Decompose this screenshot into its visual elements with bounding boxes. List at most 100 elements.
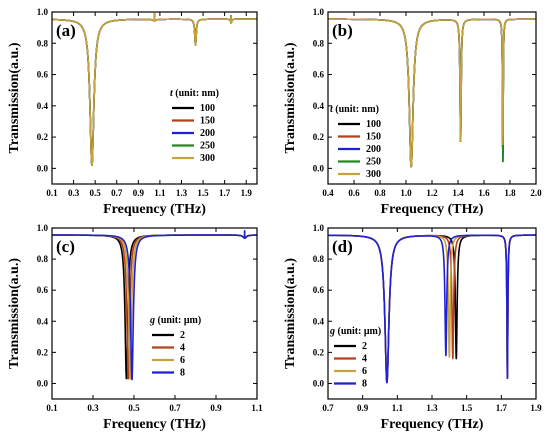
legend-entry-2: 2 — [362, 341, 367, 352]
y-tick-label: 0.2 — [37, 132, 49, 142]
y-axis-label: Transmission(a.u.) — [7, 258, 22, 369]
legend-entry-300: 300 — [200, 153, 215, 164]
series-line-250 — [328, 18, 536, 168]
x-tick-label: 0.7 — [169, 403, 181, 413]
y-tick-label: 0.0 — [313, 378, 325, 388]
x-axis-label: Frequency (THz) — [103, 417, 206, 432]
y-tick-label: 1.0 — [313, 223, 325, 233]
x-tick-label: 1.9 — [241, 188, 253, 198]
x-tick-label: 0.9 — [357, 403, 369, 413]
series-line-150 — [52, 18, 257, 166]
x-tick-label: 0.6 — [348, 188, 360, 198]
series-line-200 — [52, 18, 257, 166]
y-tick-label: 0.0 — [37, 163, 49, 173]
series-line-4 — [328, 234, 536, 383]
x-tick-label: 1.3 — [426, 403, 438, 413]
legend: g (unit: μm) 2 46 8 — [149, 315, 201, 379]
y-tick-label: 0.2 — [37, 347, 49, 357]
x-tick-label: 0.5 — [90, 188, 102, 198]
x-tick-label: 0.7 — [111, 188, 123, 198]
y-tick-label: 0.4 — [313, 101, 325, 111]
y-tick-label: 0.2 — [313, 132, 325, 142]
series-line-100 — [328, 18, 536, 168]
x-tick-label: 1.1 — [392, 403, 404, 413]
series-line-8 — [328, 234, 536, 384]
x-axis-label: Frequency (THz) — [103, 202, 206, 217]
series-line-6 — [328, 234, 536, 383]
x-tick-label: 0.9 — [133, 188, 145, 198]
x-tick-label: 0.3 — [87, 403, 99, 413]
y-tick-label: 0.2 — [313, 347, 325, 357]
series-line-150 — [328, 18, 536, 168]
x-tick-label: 0.3 — [68, 188, 80, 198]
panel-label: (b) — [332, 21, 353, 40]
y-tick-label: 0.8 — [313, 254, 325, 264]
x-tick-label: 0.5 — [128, 403, 140, 413]
panel-3: 0.1 0.3 0.5 0.7 0.9 1.1 0.0 0.2 0.4 0.6 0.8 1.0 Freq… — [7, 223, 263, 432]
panel-4: 0.7 0.9 1.1 1.3 1.5 1.7 1.9 0.0 0.2 0.4 0.6 0.8 1.0 F… — [283, 223, 542, 432]
x-tick-label: 1.6 — [478, 188, 490, 198]
legend-entry-250: 250 — [366, 157, 381, 168]
panel-label: (a) — [56, 21, 76, 40]
legend-entry-150: 150 — [366, 132, 381, 143]
series-lines — [52, 230, 257, 381]
legend-title: g (unit: μm) — [149, 315, 201, 326]
y-tick-label: 0.6 — [37, 70, 49, 80]
x-tick-label: 0.1 — [46, 188, 58, 198]
x-tick-label: 0.1 — [46, 403, 58, 413]
panel-label: (c) — [56, 237, 75, 256]
legend-title: g (unit: μm) — [329, 326, 381, 337]
y-tick-label: 0.0 — [37, 378, 49, 388]
x-axis-label: Frequency (THz) — [381, 417, 484, 432]
x-tick-label: 1.1 — [251, 403, 263, 413]
series-line-6 — [52, 234, 257, 380]
legend-entry-6: 6 — [362, 366, 367, 377]
y-tick-label: 1.0 — [37, 223, 49, 233]
series-line-4 — [52, 234, 257, 380]
x-tick-label: 2.0 — [530, 188, 542, 198]
y-tick-label: 0.8 — [313, 38, 325, 48]
x-tick-label: 0.8 — [374, 188, 386, 198]
series-line-250 — [52, 18, 257, 166]
x-tick-label: 1.7 — [496, 403, 508, 413]
x-tick-label: 1.7 — [219, 188, 231, 198]
y-tick-label: 0.4 — [313, 316, 325, 326]
x-tick-label: 1.3 — [176, 188, 188, 198]
legend-entry-200: 200 — [366, 144, 381, 155]
x-tick-label: 1.9 — [530, 403, 542, 413]
legend-entry-100: 100 — [200, 103, 215, 114]
legend-entry-4: 4 — [180, 343, 185, 354]
y-axis-label: Transmission(a.u.) — [283, 42, 298, 153]
y-tick-label: 0.0 — [313, 163, 325, 173]
x-tick-label: 0.9 — [210, 403, 222, 413]
x-tick-label: 1.5 — [197, 188, 209, 198]
plot-frame — [327, 227, 537, 400]
y-tick-label: 0.8 — [37, 38, 49, 48]
x-tick-label: 0.4 — [322, 188, 334, 198]
series-lines — [52, 13, 257, 166]
x-tick-label: 1.1 — [154, 188, 166, 198]
series-line-2 — [328, 234, 536, 383]
x-tick-label: 1.4 — [452, 188, 464, 198]
x-tick-label: 1.0 — [400, 188, 412, 198]
legend-title: t (unit: nm) — [330, 104, 379, 115]
panel-label: (d) — [332, 237, 353, 256]
legend-entry-250: 250 — [200, 141, 215, 152]
legend-entry-300: 300 — [366, 169, 381, 180]
y-tick-label: 0.6 — [313, 285, 325, 295]
legend-entry-4: 4 — [362, 354, 367, 365]
series-line-300 — [328, 18, 536, 168]
y-axis-label: Transmission(a.u.) — [7, 42, 22, 153]
series-line-8 — [52, 234, 257, 381]
legend-entry-200: 200 — [200, 128, 215, 139]
y-tick-label: 0.4 — [37, 101, 49, 111]
series-line-200 — [328, 18, 536, 168]
x-tick-label: 1.5 — [461, 403, 473, 413]
series-line-2 — [52, 234, 257, 380]
x-tick-label: 1.2 — [426, 188, 438, 198]
y-axis-label: Transmission(a.u.) — [283, 258, 298, 369]
legend-entry-2: 2 — [180, 330, 185, 341]
